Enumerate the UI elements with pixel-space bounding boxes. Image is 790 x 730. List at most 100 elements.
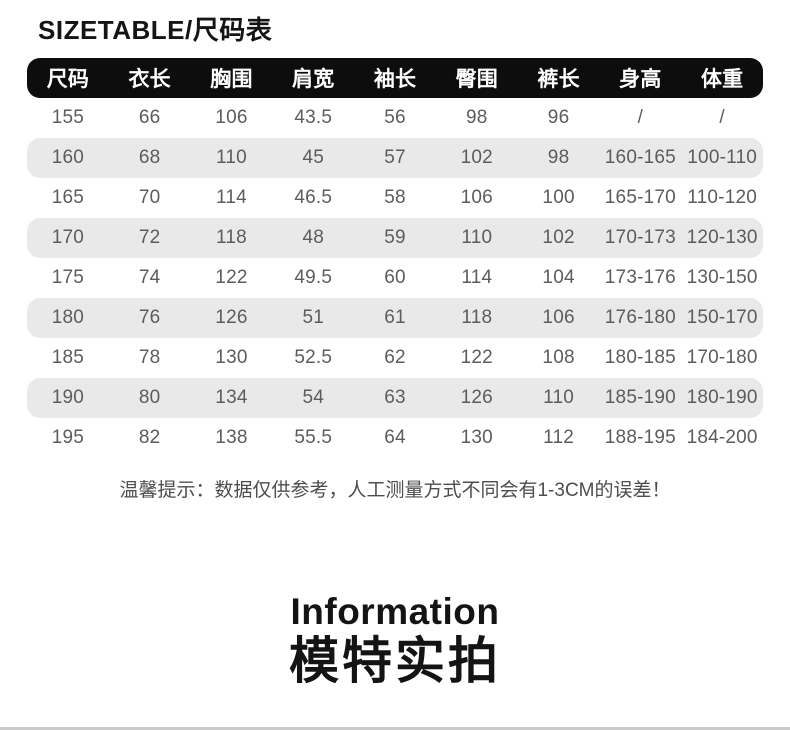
table-cell: 134	[215, 387, 248, 408]
table-cell: 120-130	[686, 227, 758, 248]
table-cell: 160-165	[604, 147, 676, 168]
table-row: 190 80 134 54 63 126 110 185-190 180-190	[27, 378, 763, 418]
table-cell: /	[637, 107, 644, 128]
table-row: 195 82 138 55.5 64 130 112 188-195 184-200	[27, 418, 763, 458]
table-cell: 70	[138, 187, 161, 208]
header-cell: 臀围	[455, 68, 498, 91]
table-cell: 118	[461, 307, 493, 328]
table-cell: 66	[138, 107, 161, 128]
table-cell: 110	[461, 227, 493, 248]
table-cell: 80	[138, 387, 161, 408]
header-cell: 袖长	[373, 68, 417, 91]
table-cell: 170-173	[604, 227, 676, 248]
page-title: SIZETABLE/尺码表	[38, 15, 273, 45]
table-cell: 51	[302, 307, 324, 328]
table-cell: 58	[384, 187, 406, 208]
table-cell: 110	[216, 147, 247, 168]
table-cell: 48	[302, 227, 324, 248]
table-cell: 72	[138, 227, 161, 248]
header-cell: 肩宽	[292, 68, 335, 91]
table-cell: 78	[138, 347, 161, 368]
table-cell: 176-180	[604, 307, 676, 328]
table-cell: 185	[51, 347, 85, 368]
table-cell: 98	[466, 107, 488, 128]
table-cell: 165	[51, 187, 85, 208]
table-cell: 49.5	[294, 267, 333, 288]
table-row: 155 66 106 43.5 56 98 96 / /	[27, 98, 763, 138]
table-cell: 64	[384, 427, 406, 448]
header-cell: 衣长	[128, 68, 171, 91]
table-cell: 110	[543, 387, 575, 408]
table-cell: 138	[215, 427, 248, 448]
table-row: 170 72 118 48 59 110 102 170-173 120-130	[27, 218, 763, 258]
header-cell: 尺码	[46, 68, 90, 91]
table-cell: 82	[138, 427, 161, 448]
table-cell: 150-170	[686, 307, 758, 328]
table-cell: 60	[384, 267, 406, 288]
table-cell: 54	[302, 387, 324, 408]
table-cell: 61	[384, 307, 406, 328]
table-cell: 106	[215, 107, 248, 128]
table-cell: 55.5	[294, 427, 333, 448]
table-cell: 100	[542, 187, 575, 208]
table-cell: 185-190	[604, 387, 676, 408]
table-cell: 184-200	[686, 427, 758, 448]
table-cell: 155	[51, 107, 85, 128]
size-table-header-row: 尺码 衣长 胸围 肩宽 袖长 臀围 裤长 身高 体重	[27, 58, 763, 98]
table-cell: 180-185	[604, 347, 676, 368]
measurement-note: 温馨提示：数据仅供参考，人工测量方式不同会有1-3CM的误差！	[119, 480, 671, 501]
next-image-edge	[0, 727, 790, 730]
table-cell: 126	[215, 307, 248, 328]
header-cell: 体重	[700, 68, 744, 91]
table-cell: 57	[384, 147, 406, 168]
table-cell: 106	[542, 307, 575, 328]
next-section-heading: Information 模特实拍	[0, 592, 790, 690]
table-cell: 68	[138, 147, 161, 168]
table-cell: 126	[460, 387, 493, 408]
table-row: 165 70 114 46.5 58 106 100 165-170 110-120	[27, 178, 763, 218]
table-cell: 118	[216, 227, 247, 248]
table-cell: 180	[51, 307, 85, 328]
size-table: 尺码 衣长 胸围 肩宽 袖长 臀围 裤长 身高 体重 155 66 106 43.5 56 98 96//1…	[27, 58, 763, 458]
table-cell: 102	[542, 227, 575, 248]
table-cell: 102	[460, 147, 493, 168]
table-cell: 59	[384, 227, 406, 248]
table-cell: 106	[460, 187, 493, 208]
table-cell: 43.5	[294, 107, 333, 128]
table-cell: 63	[384, 387, 406, 408]
table-cell: 130	[215, 347, 248, 368]
table-cell: 56	[384, 107, 406, 128]
table-cell: 165-170	[604, 187, 676, 208]
table-cell: 45	[302, 147, 324, 168]
table-cell: 62	[384, 347, 406, 368]
table-row: 185 78 130 52.5 62 122 108 180-185 170-180	[27, 338, 763, 378]
table-cell: 170	[51, 227, 85, 248]
table-cell: 170-180	[686, 347, 758, 368]
table-cell: 112	[543, 427, 575, 448]
table-cell: 160	[51, 147, 85, 168]
table-cell: /	[719, 107, 725, 128]
table-cell: 100-110	[687, 147, 757, 168]
table-cell: 46.5	[294, 187, 333, 208]
table-cell: 130	[460, 427, 493, 448]
header-cell: 裤长	[537, 68, 580, 91]
table-cell: 188-195	[604, 427, 676, 448]
table-cell: 96	[547, 107, 570, 128]
table-row: 160 68 110 45 57 102 98 160-165 100-110	[27, 138, 763, 178]
table-cell: 122	[460, 347, 493, 368]
table-cell: 175	[51, 267, 85, 288]
table-cell: 114	[461, 267, 493, 288]
table-cell: 180-190	[686, 387, 758, 408]
header-cell: 身高	[619, 68, 662, 91]
section-title-zh: 模特实拍	[289, 633, 501, 689]
table-cell: 104	[542, 267, 575, 288]
section-title-en: Information	[290, 591, 500, 632]
table-cell: 195	[51, 427, 85, 448]
table-cell: 122	[215, 267, 248, 288]
table-cell: 76	[138, 307, 161, 328]
table-cell: 114	[216, 187, 247, 208]
header-cell: 胸围	[210, 68, 253, 91]
table-cell: 173-176	[604, 267, 676, 288]
table-cell: 110-120	[687, 187, 757, 208]
